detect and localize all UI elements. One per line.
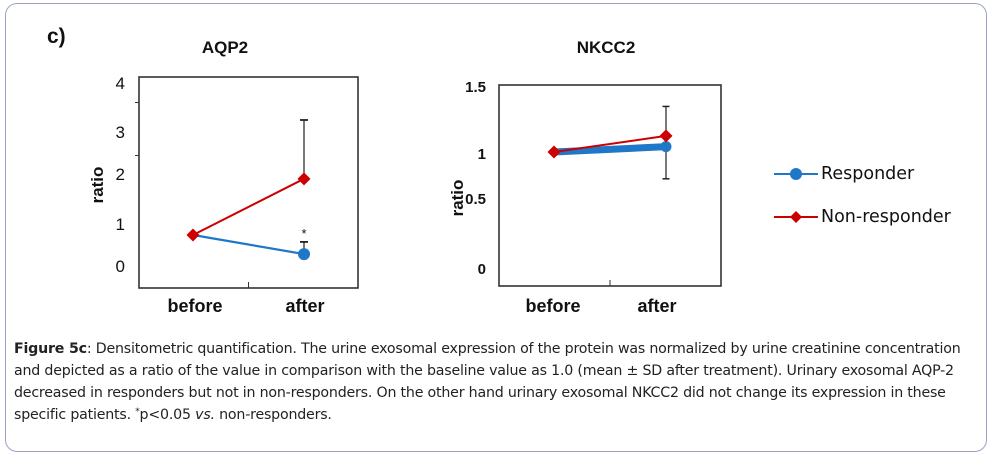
nkcc2-responder-line [550,143,670,156]
aqp2-y-axis-label: ratio [88,167,107,204]
nkcc2-y-axis-label: ratio [448,180,467,217]
caption-significance-mark: * [135,407,140,417]
legend-item-non-responder: Non-responder [772,203,951,231]
figure-frame [5,3,987,452]
aqp2-y-tick-label: 0 [116,257,125,276]
nkcc2-x-tick-label: after [637,296,676,316]
nkcc2-y-tick-label: 0 [478,261,486,278]
nkcc2-non-responder-point [547,145,561,159]
legend-non-responder-swatch-icon [774,211,818,223]
caption-text: : Densitometric quantification. The urin… [14,341,961,423]
caption-end: non-responders. [214,407,332,423]
caption-pvalue: p<0.05 [139,407,196,423]
aqp2-chart-title: AQP2 [202,38,248,57]
nkcc2-non-responder-line [553,134,667,153]
legend-label-responder: Responder [821,164,915,184]
nkcc2-y-tick-label: 1.5 [465,79,486,96]
aqp2-x-tick-label: before [167,296,222,316]
legend-responder-swatch-icon [774,168,818,180]
charts-canvas: AQP2 0 1 2 3 4 ratio before after * NKCC2 0 0.5 1 1.5 r… [88,38,722,316]
legend: Responder Non-responder [772,160,951,246]
legend-label-non-responder: Non-responder [821,207,951,227]
nkcc2-y-tick-label: 0.5 [465,191,486,208]
aqp2-y-tick-label: 1 [116,215,125,234]
caption-figure-label: Figure 5c [14,341,87,357]
aqp2-responder-line [191,233,306,256]
aqp2-x-tick-label: after [285,296,324,316]
nkcc2-non-responder-point [659,129,673,143]
nkcc2-y-tick-label: 1 [478,146,486,163]
aqp2-non-responder-line [192,177,305,236]
nkcc2-x-tick-label: before [525,296,580,316]
aqp2-y-tick-label: 3 [116,123,125,142]
aqp2-responder-point [298,248,310,261]
aqp2-significance-annotation: * [301,226,306,241]
aqp2-y-tick-label: 2 [116,165,125,184]
figure-caption: Figure 5c: Densitometric quantification.… [14,338,979,426]
nkcc2-plot-area [498,84,722,287]
aqp2-non-responder-point [297,172,311,186]
caption-vs: vs. [195,407,215,423]
legend-item-responder: Responder [772,160,951,188]
panel-label: c) [47,25,66,48]
aqp2-non-responder-point [186,228,200,242]
aqp2-y-tick-label: 4 [116,74,125,93]
nkcc2-responder-point [660,141,672,153]
nkcc2-chart-title: NKCC2 [577,38,636,57]
aqp2-plot-area [138,76,359,289]
